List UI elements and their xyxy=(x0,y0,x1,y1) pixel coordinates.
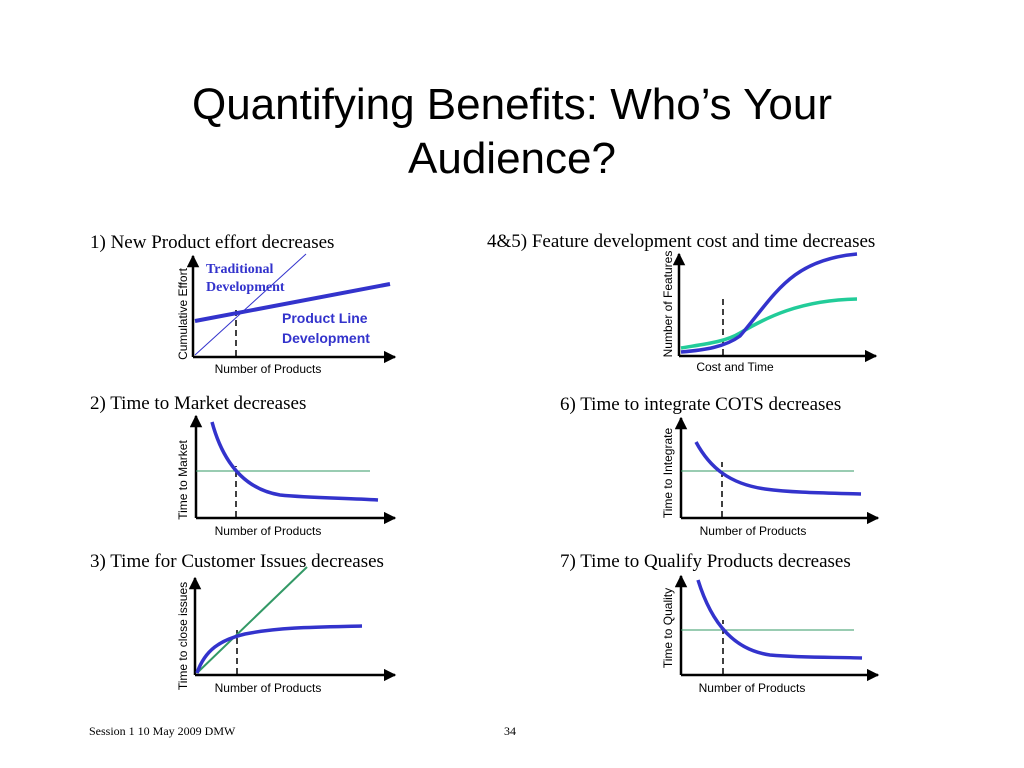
panel-4-decay-curve xyxy=(694,441,862,496)
slide-title-line-2: Audience? xyxy=(408,134,616,183)
panel-1-ylabel: Cumulative Effort xyxy=(176,267,190,359)
panel-3-chart: Time to Market Number of Products xyxy=(176,414,397,538)
panel-6-ylabel: Time to Quality xyxy=(661,588,675,668)
teal-curve xyxy=(680,297,858,350)
blue-s-curve xyxy=(680,252,858,354)
panel-1-caption: 1) New Product effort decreases xyxy=(90,232,335,253)
panel-2-xlabel: Cost and Time xyxy=(696,360,774,374)
panel-6-xlabel: Number of Products xyxy=(699,681,806,695)
panel-5-xlabel: Number of Products xyxy=(215,681,322,695)
slide-title: Quantifying Benefits: Who’s Your Audienc… xyxy=(0,78,1024,186)
panel-5-chart: Time to close issues Number of Products xyxy=(176,566,397,695)
panel-3-xlabel: Number of Products xyxy=(215,524,322,538)
product-line-development-line xyxy=(194,282,391,323)
panel-6-caption: 7) Time to Qualify Products decreases xyxy=(560,551,851,572)
panel-3-caption: 2) Time to Market decreases xyxy=(90,393,307,414)
panel-4-ylabel: Time to Integrate xyxy=(661,428,675,519)
panel-4-caption: 6) Time to integrate COTS decreases xyxy=(560,394,842,415)
traditional-development-line xyxy=(194,253,307,356)
traditional-label-2: Development xyxy=(206,280,285,295)
product-line-label-1: Product Line xyxy=(282,310,368,326)
panel-6-chart: Time to Quality Number of Products xyxy=(661,574,880,695)
traditional-label-1: Traditional xyxy=(206,262,274,277)
panel-5-ylabel: Time to close issues xyxy=(176,582,190,690)
slide-title-line-1: Quantifying Benefits: Who’s Your xyxy=(191,80,833,129)
panel-2-ylabel: Number of Features xyxy=(661,251,675,358)
footer-session: Session 1 10 May 2009 DMW xyxy=(89,724,236,738)
panel-5-linear-line xyxy=(196,566,308,674)
panel-4-chart: Time to Integrate Number of Products xyxy=(661,416,880,538)
panel-2-chart: Number of Features Cost and Time xyxy=(661,251,878,374)
panel-1-xlabel: Number of Products xyxy=(215,362,322,376)
panel-5-caption: 3) Time for Customer Issues decreases xyxy=(90,551,384,572)
panel-2-caption: 4&5) Feature development cost and time d… xyxy=(487,231,876,252)
panel-6-decay-curve xyxy=(696,579,863,660)
panel-4-xlabel: Number of Products xyxy=(700,524,807,538)
page-number: 34 xyxy=(504,724,516,738)
product-line-label-2: Development xyxy=(282,330,370,346)
panel-5-saturation-curve xyxy=(195,624,363,674)
panel-3-decay-curve xyxy=(210,421,379,502)
panel-3-ylabel: Time to Market xyxy=(176,440,190,520)
panel-1-chart: Cumulative Effort Number of Products Tra… xyxy=(176,253,397,376)
